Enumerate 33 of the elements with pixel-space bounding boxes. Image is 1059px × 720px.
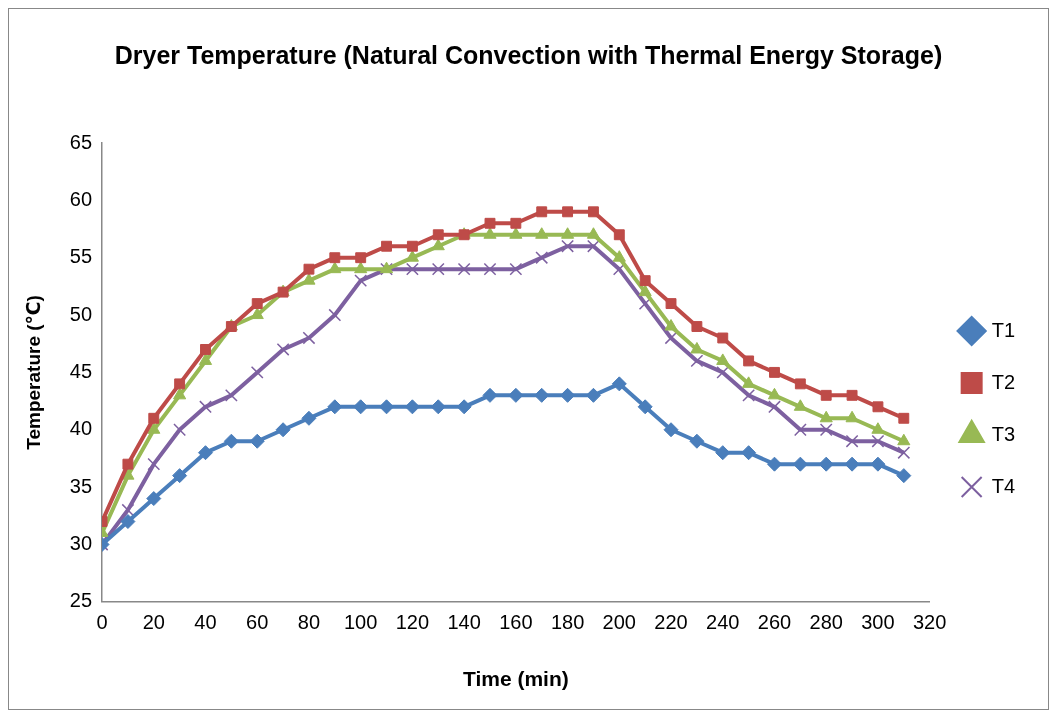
y-tick-label: 50 bbox=[69, 302, 93, 325]
x-tick-label: 20 bbox=[142, 611, 165, 634]
x-tick-label: 180 bbox=[550, 611, 585, 634]
legend-label: T1 bbox=[991, 318, 1015, 341]
x-tick-label: 200 bbox=[602, 611, 636, 634]
y-tick-label: 60 bbox=[69, 187, 93, 210]
y-tick-label: 25 bbox=[69, 589, 93, 612]
x-tick-label: 100 bbox=[343, 611, 378, 634]
x-tick-label: 260 bbox=[757, 611, 792, 634]
y-tick-label: 35 bbox=[69, 474, 93, 497]
legend-label: T3 bbox=[991, 422, 1015, 445]
x-tick-label: 160 bbox=[499, 611, 533, 634]
x-tick-label: 140 bbox=[447, 611, 481, 634]
legend-label: T2 bbox=[991, 370, 1015, 393]
x-tick-label: 300 bbox=[861, 611, 895, 634]
x-tick-label: 60 bbox=[246, 611, 269, 634]
y-tick-label: 45 bbox=[69, 359, 93, 382]
y-tick-label: 65 bbox=[69, 130, 93, 153]
x-tick-label: 220 bbox=[654, 611, 688, 634]
x-axis-title: Time (min) bbox=[462, 667, 569, 691]
y-tick-label: 40 bbox=[69, 417, 93, 440]
x-tick-label: 40 bbox=[194, 611, 217, 634]
y-tick-label: 55 bbox=[69, 245, 93, 268]
y-tick-label: 30 bbox=[69, 531, 93, 554]
chart-title: Dryer Temperature (Natural Convection with Thermal Energy Storage) bbox=[113, 40, 944, 71]
x-tick-label: 320 bbox=[912, 611, 947, 634]
legend-label: T4 bbox=[991, 474, 1015, 497]
x-tick-label: 0 bbox=[96, 611, 108, 634]
x-tick-label: 240 bbox=[706, 611, 740, 634]
x-tick-label: 280 bbox=[809, 611, 843, 634]
y-axis-title: Temperature (℃) bbox=[22, 295, 44, 450]
x-tick-label: 80 bbox=[297, 611, 321, 634]
x-tick-label: 120 bbox=[395, 611, 430, 634]
